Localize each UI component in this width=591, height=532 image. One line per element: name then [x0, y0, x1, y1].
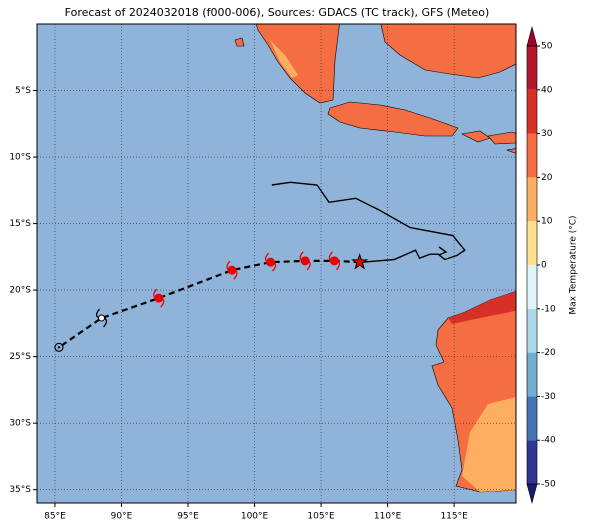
forecast-point [98, 314, 106, 322]
track-arrow [438, 246, 448, 256]
colorbar-band [527, 352, 537, 397]
x-tick-label: 85°E [44, 512, 66, 522]
y-tick-label: 5°S [15, 86, 31, 96]
colorbar-tick-label: 20 [541, 173, 553, 183]
colorbar-tick-label: 10 [541, 217, 553, 227]
observed-track [271, 181, 466, 263]
y-tick-label: 35°S [9, 485, 31, 495]
x-tick-label: 110°E [374, 512, 402, 522]
colorbar-tick-label: 40 [541, 85, 553, 95]
land [234, 24, 516, 493]
y-tick-label: 25°S [9, 352, 31, 362]
colorbar-band [527, 133, 537, 178]
x-tick-label: 95°E [177, 512, 199, 522]
x-tick-label: 90°E [111, 512, 133, 522]
title: Forecast of 2024032018 (f000-006), Sourc… [65, 6, 490, 19]
x-tick-label: 115°E [440, 512, 468, 522]
colorbar-tick-label: -20 [541, 348, 556, 358]
y-tick-label: 30°S [9, 419, 31, 429]
colorbar-band [527, 46, 537, 90]
colorbar-band [527, 221, 537, 265]
forecast-point [266, 257, 276, 267]
colorbar-tick-label: 50 [541, 42, 553, 52]
forecast-point-center [57, 346, 61, 349]
colorbar-tick-label: 30 [541, 129, 553, 139]
colorbar-band [527, 177, 537, 222]
colorbar-band [527, 265, 537, 309]
colorbar-extend-low [526, 483, 538, 505]
colorbar-tick-label: 0 [541, 261, 547, 271]
forecast-point [300, 256, 310, 266]
colorbar-band [527, 440, 537, 484]
colorbar-tick-label: -50 [541, 480, 556, 490]
colorbar-band [527, 396, 537, 441]
forecast-point [227, 265, 237, 275]
colorbar-tick-label: -30 [541, 392, 556, 402]
forecast-point [154, 293, 164, 303]
colorbar-band [527, 308, 537, 353]
colorbar-band [527, 89, 537, 134]
y-tick-label: 10°S [9, 153, 31, 163]
forecast-point [329, 256, 339, 266]
storm-position [351, 253, 369, 270]
map-frame [36, 23, 517, 504]
forecast-track [58, 259, 360, 349]
ocean [37, 24, 516, 503]
x-tick-label: 100°E [241, 512, 269, 522]
colorbar-tick-label: -40 [541, 436, 556, 446]
colorbar-tick-label: -10 [541, 304, 556, 314]
y-tick-label: 15°S [9, 219, 31, 229]
y-tick-label: 20°S [9, 286, 31, 296]
x-tick-label: 105°E [307, 512, 335, 522]
forecast-point [54, 342, 64, 352]
colorbar-label: Max Temperature (°C) [569, 215, 579, 314]
colorbar-extend-high [526, 25, 538, 47]
